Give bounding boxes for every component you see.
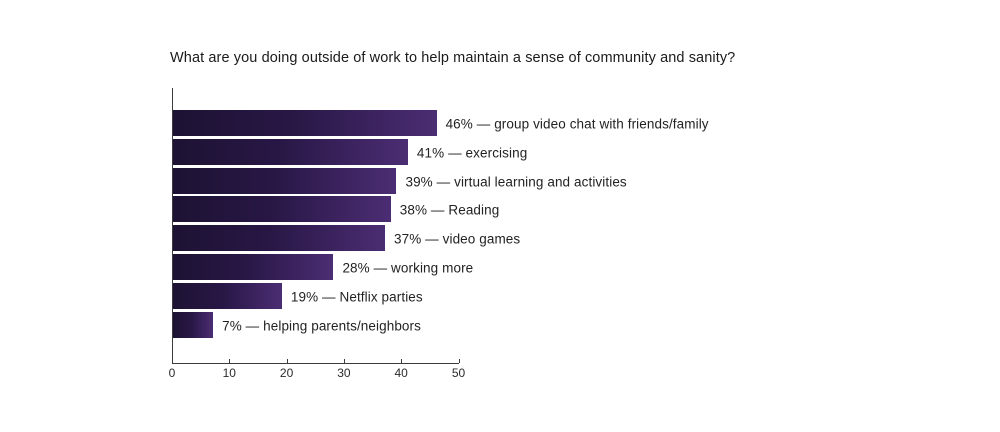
bar-3 [173,167,397,194]
x-tick-mark [343,359,345,363]
x-tick-mark [458,359,460,363]
bar-7 [173,282,282,309]
bar-value-label: 28% — working more [342,260,474,276]
bar-value-label: 41% — exercising [416,145,528,161]
bar-6 [173,254,334,280]
y-axis-line [172,88,173,364]
bar-4 [173,196,391,223]
bar-value-label: 19% — Netflix parties [290,289,423,305]
bar-value-label: 38% — Reading [399,202,500,218]
x-tick-mark [286,359,288,363]
bar-2 [173,138,408,165]
bar-value-label: 46% — group video chat with friends/fami… [445,116,709,132]
x-tick-mark [401,359,403,363]
x-axis-line [172,363,459,364]
x-tick-mark [229,359,231,363]
bar-value-label: 37% — video games [394,231,521,247]
x-tick-label: 20 [279,366,294,380]
x-tick-label: 50 [451,366,466,380]
bar-value-label: 7% — helping parents/neighbors [222,318,421,334]
x-tick-label: 30 [337,366,351,380]
x-tick-label: 40 [394,366,408,380]
bar-8 [173,311,214,338]
bar-5 [173,225,385,252]
x-tick-label: 0 [168,366,176,380]
x-tick-label: 10 [222,366,236,380]
chart-title: What are you doing outside of work to he… [170,50,736,66]
bar-1 [173,110,437,136]
bar-value-label: 39% — virtual learning and activities [405,174,627,190]
